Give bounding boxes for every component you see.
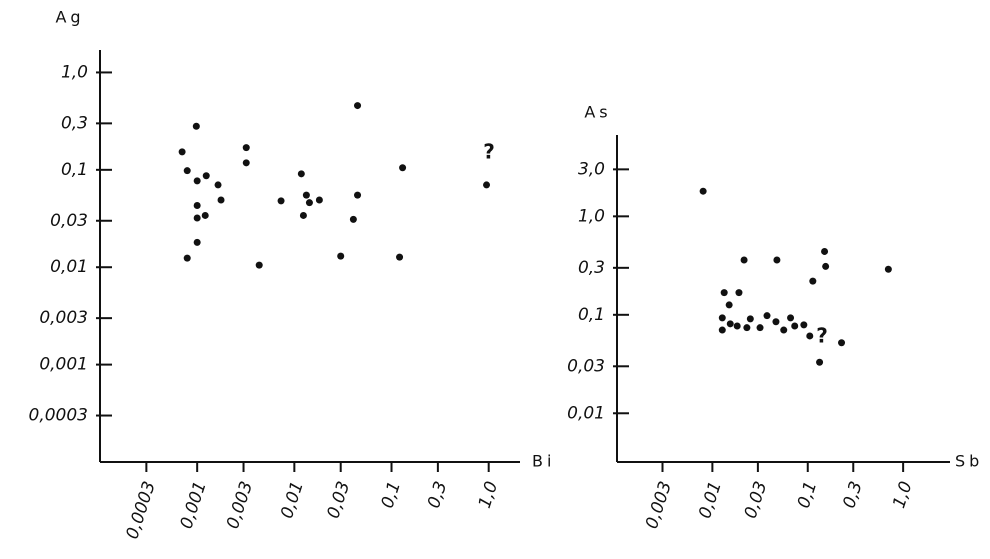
point	[354, 191, 362, 199]
point	[884, 265, 892, 273]
x-tick-label: 0,0003	[122, 479, 159, 542]
point	[183, 254, 191, 262]
x-tick-label: 0,3	[424, 479, 451, 511]
y-tick-label: 0,0003	[29, 406, 88, 426]
point	[718, 326, 726, 334]
y-tick-label: 0,003	[39, 308, 88, 328]
annotation: ?	[483, 140, 495, 164]
x-tick-label: 0,01	[277, 479, 308, 521]
point	[202, 172, 210, 180]
x-tick-label: 0,003	[223, 479, 257, 531]
point	[726, 320, 734, 328]
x-tick-label: 0,1	[378, 479, 405, 511]
y-tick-label: 1,0	[578, 206, 605, 226]
x-tick-label: 0,01	[695, 479, 726, 521]
x-tick-label: 0,3	[839, 479, 866, 511]
point	[178, 148, 186, 156]
point	[242, 144, 250, 152]
y-tick-label: 0,03	[50, 211, 88, 231]
point	[305, 199, 313, 207]
point	[699, 187, 707, 195]
point	[201, 211, 209, 219]
point	[743, 324, 751, 332]
y-tick-label: 3,0	[578, 159, 605, 179]
y-tick-label: 0,3	[61, 113, 88, 133]
point	[733, 322, 741, 330]
point	[720, 289, 728, 297]
x-tick-label: 0,03	[323, 479, 354, 521]
y-tick-label: 0,01	[50, 257, 88, 277]
y-axis-label: Ag	[55, 8, 84, 27]
x-tick-label: 0,03	[741, 479, 772, 521]
point	[354, 102, 362, 110]
y-tick-label: 0,01	[567, 403, 605, 423]
point	[756, 324, 764, 332]
point	[725, 301, 733, 309]
point	[192, 122, 200, 130]
point	[746, 315, 754, 323]
point	[217, 196, 225, 204]
point	[780, 326, 788, 334]
x-axis-label: Sb	[955, 452, 983, 471]
point	[809, 277, 817, 285]
point	[183, 167, 191, 175]
point	[740, 256, 748, 264]
point	[800, 321, 808, 329]
x-axis-label: Bi	[532, 452, 555, 471]
y-tick-label: 1,0	[61, 62, 88, 82]
x-tick-label: 0,001	[177, 479, 211, 531]
point	[255, 261, 263, 269]
x-tick-label: 0,003	[642, 479, 676, 531]
point	[277, 197, 285, 205]
x-tick-label: 1,0	[889, 479, 916, 511]
point	[396, 253, 404, 261]
point	[297, 170, 305, 178]
point	[791, 322, 799, 330]
point	[193, 214, 201, 222]
point	[763, 312, 771, 320]
point	[816, 358, 824, 366]
point	[302, 191, 310, 199]
point	[821, 247, 829, 255]
point	[735, 289, 743, 297]
point	[718, 314, 726, 322]
point	[483, 181, 491, 189]
point	[315, 196, 323, 204]
point	[822, 262, 830, 270]
point	[214, 181, 222, 189]
point	[193, 177, 201, 185]
point	[299, 211, 307, 219]
y-tick-label: 0,1	[61, 160, 88, 180]
y-axis-label: As	[584, 103, 611, 122]
y-tick-label: 0,001	[39, 355, 88, 375]
point	[806, 332, 814, 340]
point	[773, 256, 781, 264]
y-tick-label: 0,3	[578, 258, 605, 278]
point	[193, 238, 201, 246]
point	[772, 318, 780, 326]
x-tick-label: 0,1	[794, 479, 821, 511]
annotation: ?	[816, 324, 828, 348]
point	[242, 159, 250, 167]
point	[399, 164, 407, 172]
y-tick-label: 0,1	[578, 305, 605, 325]
point	[838, 339, 846, 347]
point	[349, 215, 357, 223]
point	[193, 202, 201, 210]
x-tick-label: 1,0	[475, 479, 502, 511]
point	[337, 252, 345, 260]
y-tick-label: 0,03	[567, 356, 605, 376]
point	[787, 314, 795, 322]
